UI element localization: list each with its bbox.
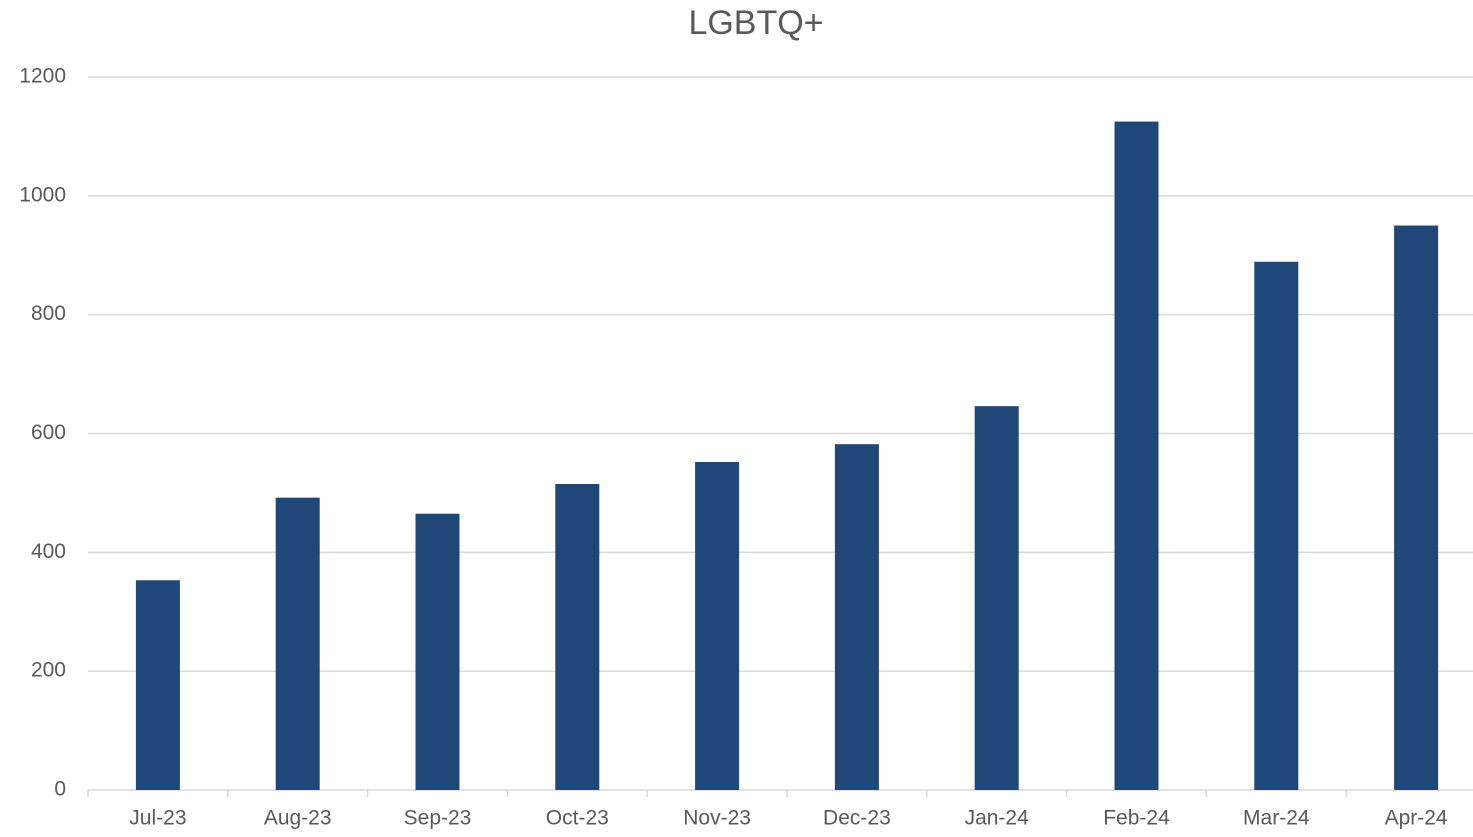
x-tick-label: Feb-24 [1103,807,1170,830]
y-tick-label: 1200 [19,65,66,88]
x-tick-label: Sep-23 [404,807,472,830]
bar [834,444,879,790]
bar [135,580,180,790]
bar [974,406,1019,790]
y-tick-label: 0 [54,778,66,801]
y-tick-label: 800 [31,302,66,325]
y-tick-label: 400 [31,540,66,563]
bar [695,462,740,790]
y-tick-label: 200 [31,659,66,682]
x-tick-label: Dec-23 [823,807,891,830]
x-tick-label: Jan-24 [965,807,1030,830]
bar [555,484,600,790]
bar [1254,261,1299,790]
x-tick-label: Jul-23 [129,807,186,830]
bar [275,497,320,790]
bar [1394,225,1439,790]
x-tick-label: Nov-23 [683,807,751,830]
bar [415,513,460,790]
x-tick-label: Aug-23 [264,807,332,830]
y-tick-label: 600 [31,421,66,444]
x-tick-label: Oct-23 [546,807,609,830]
x-tick-label: Mar-24 [1243,807,1310,830]
y-tick-label: 1000 [19,183,66,206]
x-tick-label: Apr-24 [1385,807,1448,830]
bar [1114,121,1159,790]
chart-title: LGBTQ+ [688,4,823,42]
